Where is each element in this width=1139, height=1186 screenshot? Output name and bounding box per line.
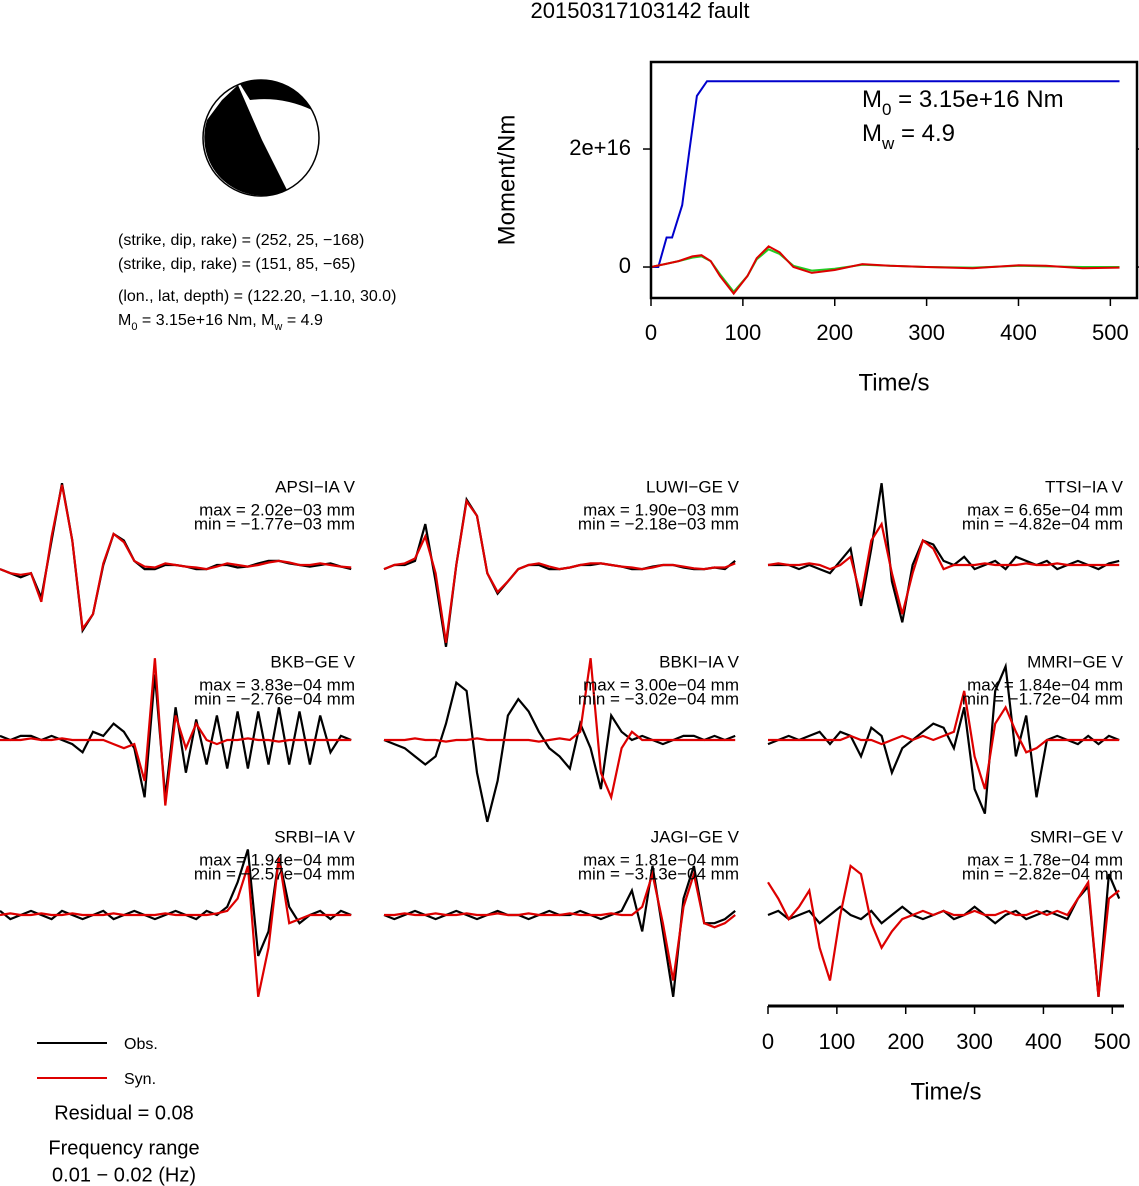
mechanism-line: (strike, dip, rake) = (151, 85, −65) (118, 256, 355, 273)
waveform (768, 690, 1120, 790)
x-tick-label: 400 (1025, 1029, 1062, 1054)
max-amplitude: max = 1.78e−04 mm (967, 850, 1123, 869)
max-amplitude: max = 3.00e−04 mm (583, 675, 739, 694)
min-amplitude: min = −2.57e−04 mm (194, 864, 355, 883)
max-amplitude: max = 6.65e−04 mm (967, 500, 1123, 519)
text-part: = 4.9 (894, 120, 955, 147)
x-tick-label: 500 (1092, 320, 1129, 345)
station-name: APSI−IA V (275, 477, 356, 496)
station-name: TTSI−IA V (1045, 477, 1124, 496)
waveform (767, 873, 1121, 997)
waveform (0, 484, 352, 632)
x-axis-label: Time/s (910, 1078, 981, 1105)
station-name: MMRI−GE V (1027, 652, 1124, 671)
waveform (0, 658, 352, 806)
text-part: = 3.15e+16 Nm (891, 86, 1063, 113)
x-tick-label: 500 (1094, 1029, 1131, 1054)
min-amplitude: min = −4.82e−04 mm (962, 514, 1123, 533)
min-amplitude: min = −3.13e−04 mm (578, 864, 739, 883)
annotation: M0 = 3.15e+16 Nm (862, 86, 1064, 119)
x-tick-label: 0 (762, 1029, 774, 1054)
legend-label: Syn. (124, 1071, 156, 1088)
max-amplitude: max = 1.84e−04 mm (967, 675, 1123, 694)
x-tick-label: 200 (816, 320, 853, 345)
beachball (202, 79, 320, 197)
y-axis-label: Moment/Nm (493, 115, 520, 246)
waveform (383, 865, 736, 997)
min-amplitude: min = −3.02e−04 mm (578, 689, 739, 708)
y-tick-label: 0 (619, 253, 631, 278)
max-amplitude: max = 1.81e−04 mm (583, 850, 739, 869)
legend-label: Obs. (124, 1036, 158, 1053)
moment-line: M0 = 3.15e+16 Nm, Mw = 4.9 (118, 312, 323, 333)
min-amplitude: min = −1.72e−04 mm (962, 689, 1123, 708)
frequency-range: 0.01 − 0.02 (Hz) (52, 1164, 196, 1186)
frequency-range: Frequency range (48, 1137, 199, 1159)
station-name: JAGI−GE V (651, 827, 740, 846)
annotation: Mw = 4.9 (862, 120, 955, 153)
waveform (0, 857, 352, 998)
max-amplitude: max = 1.90e−03 mm (583, 500, 739, 519)
x-tick-label: 400 (1000, 320, 1037, 345)
station-name: BBKI−IA V (659, 652, 740, 671)
text-part: = 4.9 (282, 312, 323, 329)
beachball-compression (204, 85, 287, 196)
subscript: 0 (882, 100, 891, 119)
plot-frame (649, 60, 1139, 300)
mechanism-line: (strike, dip, rake) = (252, 25, −168) (118, 232, 364, 249)
waveform (383, 680, 736, 823)
waveform (768, 483, 1120, 623)
x-tick-label: 100 (818, 1029, 855, 1054)
x-tick-label: 100 (725, 320, 762, 345)
waveform (767, 863, 1120, 997)
max-amplitude: max = 1.94e−04 mm (199, 850, 355, 869)
residual: Residual = 0.08 (54, 1102, 194, 1124)
beachball-compression (240, 79, 312, 110)
subscript: w (881, 134, 895, 153)
waveform (384, 869, 736, 981)
moment-curve (650, 248, 1120, 294)
station-name: SRBI−IA V (274, 827, 355, 846)
x-tick-label: 0 (645, 320, 657, 345)
x-axis-label: Time/s (858, 369, 929, 396)
min-amplitude: min = −2.18e−03 mm (578, 514, 739, 533)
figure-title: 20150317103142 fault (531, 0, 750, 23)
subscript: 0 (131, 321, 137, 333)
y-tick-label: 2e+16 (569, 135, 631, 160)
mechanism-line: (lon., lat, depth) = (122.20, −1.10, 30.… (118, 288, 396, 305)
station-name: LUWI−GE V (646, 477, 740, 496)
x-tick-label: 300 (908, 320, 945, 345)
waveform (383, 498, 736, 643)
station-name: BKB−GE V (270, 652, 355, 671)
x-tick-label: 200 (887, 1029, 924, 1054)
station-name: SMRI−GE V (1030, 827, 1124, 846)
x-tick-label: 300 (956, 1029, 993, 1054)
min-amplitude: min = −2.76e−04 mm (194, 689, 355, 708)
moment-curve (651, 80, 1120, 268)
text-part: M (118, 312, 131, 329)
waveform (384, 658, 736, 801)
waveform (767, 521, 1120, 615)
max-amplitude: max = 2.02e−03 mm (199, 500, 355, 519)
text-part: M (862, 86, 882, 113)
waveform (0, 849, 352, 957)
moment-curve (650, 245, 1120, 296)
text-part: M (862, 120, 882, 147)
max-amplitude: max = 3.83e−04 mm (199, 675, 355, 694)
min-amplitude: min = −1.77e−03 mm (194, 514, 355, 533)
min-amplitude: min = −2.82e−04 mm (962, 864, 1123, 883)
subscript: w (273, 321, 282, 333)
text-part: = 3.15e+16 Nm, M (137, 312, 274, 329)
